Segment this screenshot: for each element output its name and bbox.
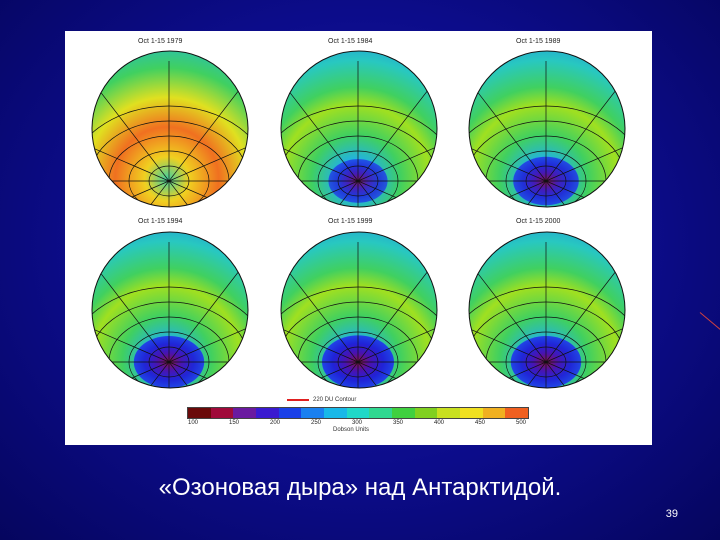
- colorbar-swatch: [482, 408, 506, 418]
- colorbar-tick-label: 450: [474, 420, 486, 426]
- colorbar-swatch: [233, 408, 257, 418]
- ozone-figure: Oct 1-15 1979 Oct 1-15 1984 Oct 1-15 198…: [65, 31, 652, 445]
- ozone-globe: [278, 48, 440, 210]
- globe-map: [91, 50, 249, 208]
- colorbar-tick-label: 350: [392, 420, 404, 426]
- ozone-globe: [89, 48, 251, 210]
- colorbar-tick-label: 400: [433, 420, 445, 426]
- globe-map: [280, 50, 438, 208]
- colorbar-tick-label: 250: [310, 420, 322, 426]
- colorbar-swatch: [324, 408, 347, 418]
- colorbar-tick-label: 300: [351, 420, 363, 426]
- colorbar-tick-label: 500: [515, 420, 527, 426]
- colorbar-tick-label: 150: [228, 420, 240, 426]
- colorbar: [187, 407, 529, 419]
- colorbar-swatch: [505, 408, 529, 418]
- ozone-globe: [89, 229, 251, 391]
- ozone-globe: [466, 48, 628, 210]
- panel-title: Oct 1-15 1989: [516, 38, 561, 45]
- colorbar-units: Dobson Units: [333, 427, 370, 433]
- colorbar-swatch: [369, 408, 393, 418]
- contour-legend: 220 DU Contour: [287, 397, 356, 403]
- decorative-line: [699, 312, 720, 333]
- panel-title: Oct 1-15 1979: [138, 38, 183, 45]
- globe-map: [468, 50, 626, 208]
- slide-caption: «Озоновая дыра» над Антарктидой.: [158, 474, 562, 501]
- slide-number: 39: [665, 508, 678, 520]
- colorbar-swatch: [278, 408, 302, 418]
- colorbar-swatch: [392, 408, 415, 418]
- globe-map: [468, 231, 626, 389]
- colorbar-tick-label: 100: [187, 420, 199, 426]
- ozone-globe: [466, 229, 628, 391]
- colorbar-swatch: [188, 408, 211, 418]
- panel-title: Oct 1-15 2000: [516, 218, 561, 225]
- colorbar-swatch: [437, 408, 461, 418]
- colorbar-swatch: [414, 408, 438, 418]
- panel-title: Oct 1-15 1984: [328, 38, 373, 45]
- panel-title: Oct 1-15 1994: [138, 218, 183, 225]
- colorbar-swatch: [256, 408, 279, 418]
- globe-map: [91, 231, 249, 389]
- colorbar-swatch: [346, 408, 370, 418]
- panel-title: Oct 1-15 1999: [328, 218, 373, 225]
- colorbar-swatch: [460, 408, 483, 418]
- colorbar-swatch: [210, 408, 234, 418]
- contour-legend-line: [287, 399, 309, 401]
- globe-map: [280, 231, 438, 389]
- colorbar-tick-label: 200: [269, 420, 281, 426]
- ozone-globe: [278, 229, 440, 391]
- contour-legend-label: 220 DU Contour: [313, 397, 357, 403]
- colorbar-swatch: [301, 408, 325, 418]
